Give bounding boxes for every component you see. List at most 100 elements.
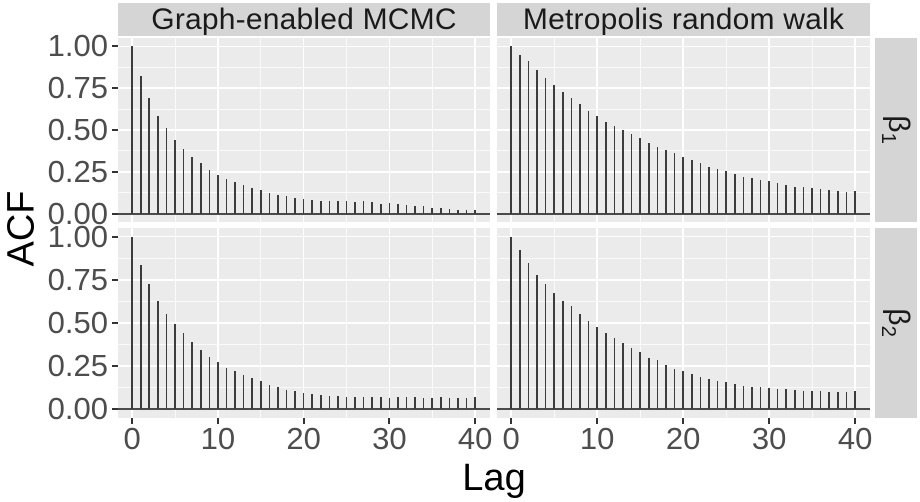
acf-bar xyxy=(828,391,831,410)
y-axis-tick xyxy=(112,365,118,368)
x-axis-tick xyxy=(682,418,685,424)
acf-bar xyxy=(157,115,159,214)
y-axis-tick xyxy=(112,87,118,90)
acf-bar xyxy=(157,301,159,410)
acf-bar xyxy=(579,313,581,410)
acf-bar xyxy=(405,396,408,410)
acf-bar xyxy=(457,209,459,214)
acf-bar xyxy=(397,397,399,410)
x-tick-label: 30 xyxy=(751,421,787,456)
acf-bar xyxy=(785,184,788,214)
acf-bar xyxy=(302,392,305,410)
zero-baseline xyxy=(497,212,870,215)
acf-bar xyxy=(259,381,262,410)
acf-bar xyxy=(294,391,296,410)
facet-row-strip-beta1: β1 xyxy=(875,38,917,222)
acf-bar xyxy=(234,371,236,410)
facet-row-label-subscript: 1 xyxy=(877,132,900,145)
acf-bar xyxy=(465,397,468,410)
acf-bar xyxy=(165,313,168,410)
acf-bar xyxy=(751,177,753,214)
acf-bar xyxy=(613,337,616,410)
acf-bar xyxy=(802,187,805,214)
facet-panel-β1-c1 xyxy=(497,38,870,222)
acf-bar xyxy=(182,149,185,214)
acf-bar xyxy=(431,398,434,410)
acf-bar xyxy=(199,163,202,214)
grid-line-major xyxy=(596,228,598,418)
acf-bar xyxy=(311,199,313,214)
y-tick-label: 1.00 xyxy=(47,218,108,254)
facet-column-strip-graph-enabled-mcmc: Graph-enabled MCMC xyxy=(118,3,490,36)
acf-bar xyxy=(776,183,779,214)
acf-bar xyxy=(354,397,356,410)
grid-line-major xyxy=(768,228,770,418)
x-axis-tick xyxy=(216,418,219,424)
acf-bar xyxy=(725,382,727,410)
acf-bar xyxy=(553,293,555,410)
acf-bar xyxy=(604,121,607,214)
grid-line-major xyxy=(682,38,684,222)
acf-bar xyxy=(544,284,547,410)
y-axis-tick xyxy=(112,129,118,131)
x-tick-label: 20 xyxy=(286,421,321,456)
acf-bar xyxy=(174,140,176,214)
acf-bar xyxy=(362,200,365,214)
acf-bar xyxy=(311,394,313,410)
acf-bar xyxy=(682,157,684,214)
acf-bar xyxy=(819,391,822,410)
acf-bar xyxy=(656,360,659,410)
x-axis-title: Lag xyxy=(462,457,526,499)
acf-bar xyxy=(802,390,805,410)
acf-bar xyxy=(165,128,168,214)
grid-line-major xyxy=(854,228,856,418)
y-tick-label: 1.00 xyxy=(47,28,108,64)
acf-bar xyxy=(510,236,512,410)
acf-bar xyxy=(811,391,813,410)
acf-bar xyxy=(268,192,271,214)
acf-bar xyxy=(345,396,348,410)
acf-bar xyxy=(518,250,521,410)
x-axis-tick xyxy=(388,418,391,424)
acf-bar xyxy=(294,197,296,214)
grid-line-major xyxy=(217,228,219,418)
acf-bar xyxy=(440,208,442,214)
acf-bar xyxy=(604,332,607,410)
acf-bar xyxy=(587,110,590,214)
acf-bar xyxy=(708,166,710,214)
zero-baseline xyxy=(118,408,490,411)
grid-line-major xyxy=(768,38,770,222)
zero-baseline xyxy=(497,408,870,411)
acf-bar xyxy=(225,367,228,410)
acf-bar xyxy=(448,209,451,214)
acf-bar xyxy=(148,98,151,214)
acf-bar xyxy=(388,203,391,214)
acf-bar xyxy=(708,378,710,410)
acf-bar xyxy=(716,169,719,214)
x-tick-label: 40 xyxy=(837,421,873,456)
x-axis-tick xyxy=(854,418,857,424)
y-tick-label: 0.00 xyxy=(47,195,108,231)
acf-bar xyxy=(148,284,151,410)
facet-column-label: Metropolis random walk xyxy=(522,2,845,36)
y-axis-tick xyxy=(112,212,118,215)
acf-bar xyxy=(699,163,702,214)
acf-bar xyxy=(682,371,684,410)
acf-bar xyxy=(217,175,219,214)
acf-bar xyxy=(397,204,399,214)
acf-bar xyxy=(725,171,727,214)
acf-bar xyxy=(277,387,279,410)
grid-line-major xyxy=(302,38,305,222)
acf-bar xyxy=(131,236,133,410)
y-axis-tick xyxy=(112,45,118,48)
acf-bar xyxy=(139,264,142,410)
y-tick-label: 0.25 xyxy=(47,153,108,189)
acf-bar xyxy=(277,194,279,214)
grid-line-major xyxy=(388,38,391,222)
acf-bar xyxy=(510,46,512,214)
acf-bar xyxy=(656,146,659,214)
acf-bar xyxy=(630,347,633,410)
acf-bar xyxy=(536,69,538,214)
y-axis-tick xyxy=(112,278,118,281)
